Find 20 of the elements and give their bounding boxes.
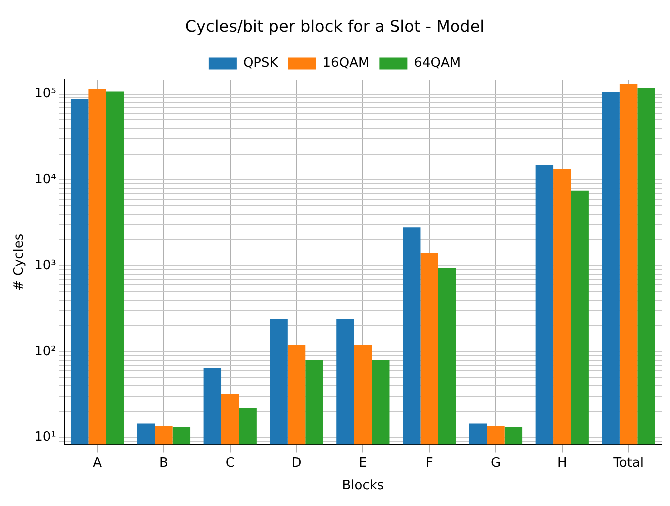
legend-label: 16QAM [322, 56, 370, 72]
chart-title: Cycles/bit per block for a Slot - Model [185, 16, 485, 36]
y-tick-label: 10² [34, 344, 56, 360]
x-tick-label: G [490, 456, 502, 471]
x-tick-label: B [160, 456, 168, 471]
y-tick-label: 10³ [34, 258, 56, 274]
x-tick-label: E [359, 456, 368, 471]
x-tick-label: C [226, 456, 235, 471]
y-tick-label: 10¹ [34, 430, 56, 446]
legend-label: QPSK [243, 56, 279, 72]
y-tick-label: 10⁵ [34, 86, 56, 102]
x-tick-label: F [426, 456, 434, 471]
x-tick-label: D [292, 456, 302, 471]
x-tick-label: Total [612, 456, 644, 471]
x-tick-label: H [558, 456, 568, 471]
y-axis-title: # Cycles [12, 234, 28, 292]
y-tick-label: 10⁴ [34, 172, 56, 188]
legend-label: 64QAM [414, 56, 462, 72]
x-tick-label: A [93, 456, 102, 471]
x-axis-title: Blocks [342, 478, 384, 494]
